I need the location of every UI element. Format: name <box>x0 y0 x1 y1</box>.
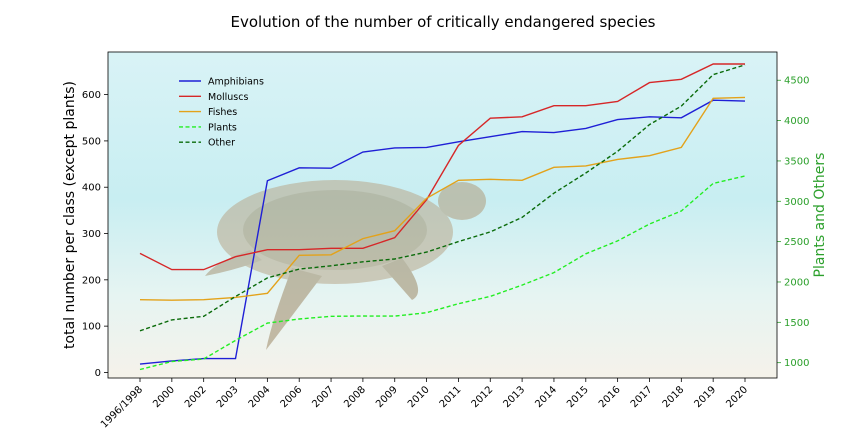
right-tick-label: 3500 <box>784 156 809 167</box>
x-tick-label: 1996/1998 <box>99 384 145 430</box>
legend-label: Other <box>208 138 235 149</box>
chart-title: Evolution of the number of critically en… <box>231 13 656 31</box>
x-tick-label: 2009 <box>374 384 400 410</box>
right-tick-label: 1500 <box>784 318 809 329</box>
left-tick-label: 100 <box>82 322 101 333</box>
left-tick-label: 500 <box>82 136 101 147</box>
x-axis-ticks: 1996/1998 2000 2002 2003 2004 2006 2007 2008 200… <box>99 378 750 431</box>
x-tick-label: 2019 <box>693 384 719 410</box>
right-tick-label: 2500 <box>784 237 809 248</box>
x-tick-label: 2002 <box>183 384 209 410</box>
right-axis-ticks: 1000 1500 2000 2500 3000 3500 4000 4500 <box>777 76 809 369</box>
y-axis-left-label: total number per class (except plants) <box>62 81 78 349</box>
y-axis-right-label: Plants and Others <box>812 153 828 278</box>
x-tick-label: 2008 <box>342 384 368 410</box>
right-tick-label: 3000 <box>784 197 809 208</box>
x-tick-label: 2015 <box>565 384 591 410</box>
right-tick-label: 4500 <box>784 76 809 87</box>
legend: Amphibians Molluscs Fishes Plants Other <box>179 77 264 149</box>
left-tick-label: 200 <box>82 275 101 286</box>
series-line-other <box>139 64 746 332</box>
right-tick-label: 2000 <box>784 277 809 288</box>
x-tick-label: 2020 <box>724 384 750 410</box>
left-tick-label: 300 <box>82 229 101 240</box>
legend-label: Molluscs <box>208 92 248 103</box>
x-tick-label: 2003 <box>215 384 241 410</box>
x-tick-label: 2017 <box>629 384 655 410</box>
legend-label: Amphibians <box>208 77 264 88</box>
x-tick-label: 2016 <box>597 384 623 410</box>
x-tick-label: 2000 <box>151 384 177 410</box>
right-tick-label: 4000 <box>784 116 809 127</box>
x-tick-label: 2004 <box>247 384 273 410</box>
left-axis-ticks: 0 100 200 300 400 500 600 <box>82 90 108 379</box>
left-tick-label: 0 <box>95 368 101 379</box>
x-tick-label: 2012 <box>470 384 496 410</box>
x-tick-label: 2013 <box>501 384 527 410</box>
series-line-amphibians <box>139 99 746 365</box>
series-line-molluscs <box>139 63 745 271</box>
turtle-image <box>205 180 486 350</box>
x-tick-label: 2007 <box>310 384 336 410</box>
plot-frame <box>107 51 778 379</box>
x-tick-label: 2014 <box>533 384 559 410</box>
legend-label: Fishes <box>208 107 237 118</box>
series-line-fishes <box>139 96 746 301</box>
series-line-plants <box>139 175 746 371</box>
legend-label: Plants <box>208 122 237 133</box>
x-tick-label: 2018 <box>661 384 687 410</box>
right-tick-label: 1000 <box>784 358 809 369</box>
x-tick-label: 2010 <box>406 384 432 410</box>
left-tick-label: 400 <box>82 183 101 194</box>
x-tick-label: 2006 <box>279 384 305 410</box>
x-tick-label: 2011 <box>438 384 464 410</box>
left-tick-label: 600 <box>82 90 101 101</box>
series-lines <box>139 63 746 371</box>
